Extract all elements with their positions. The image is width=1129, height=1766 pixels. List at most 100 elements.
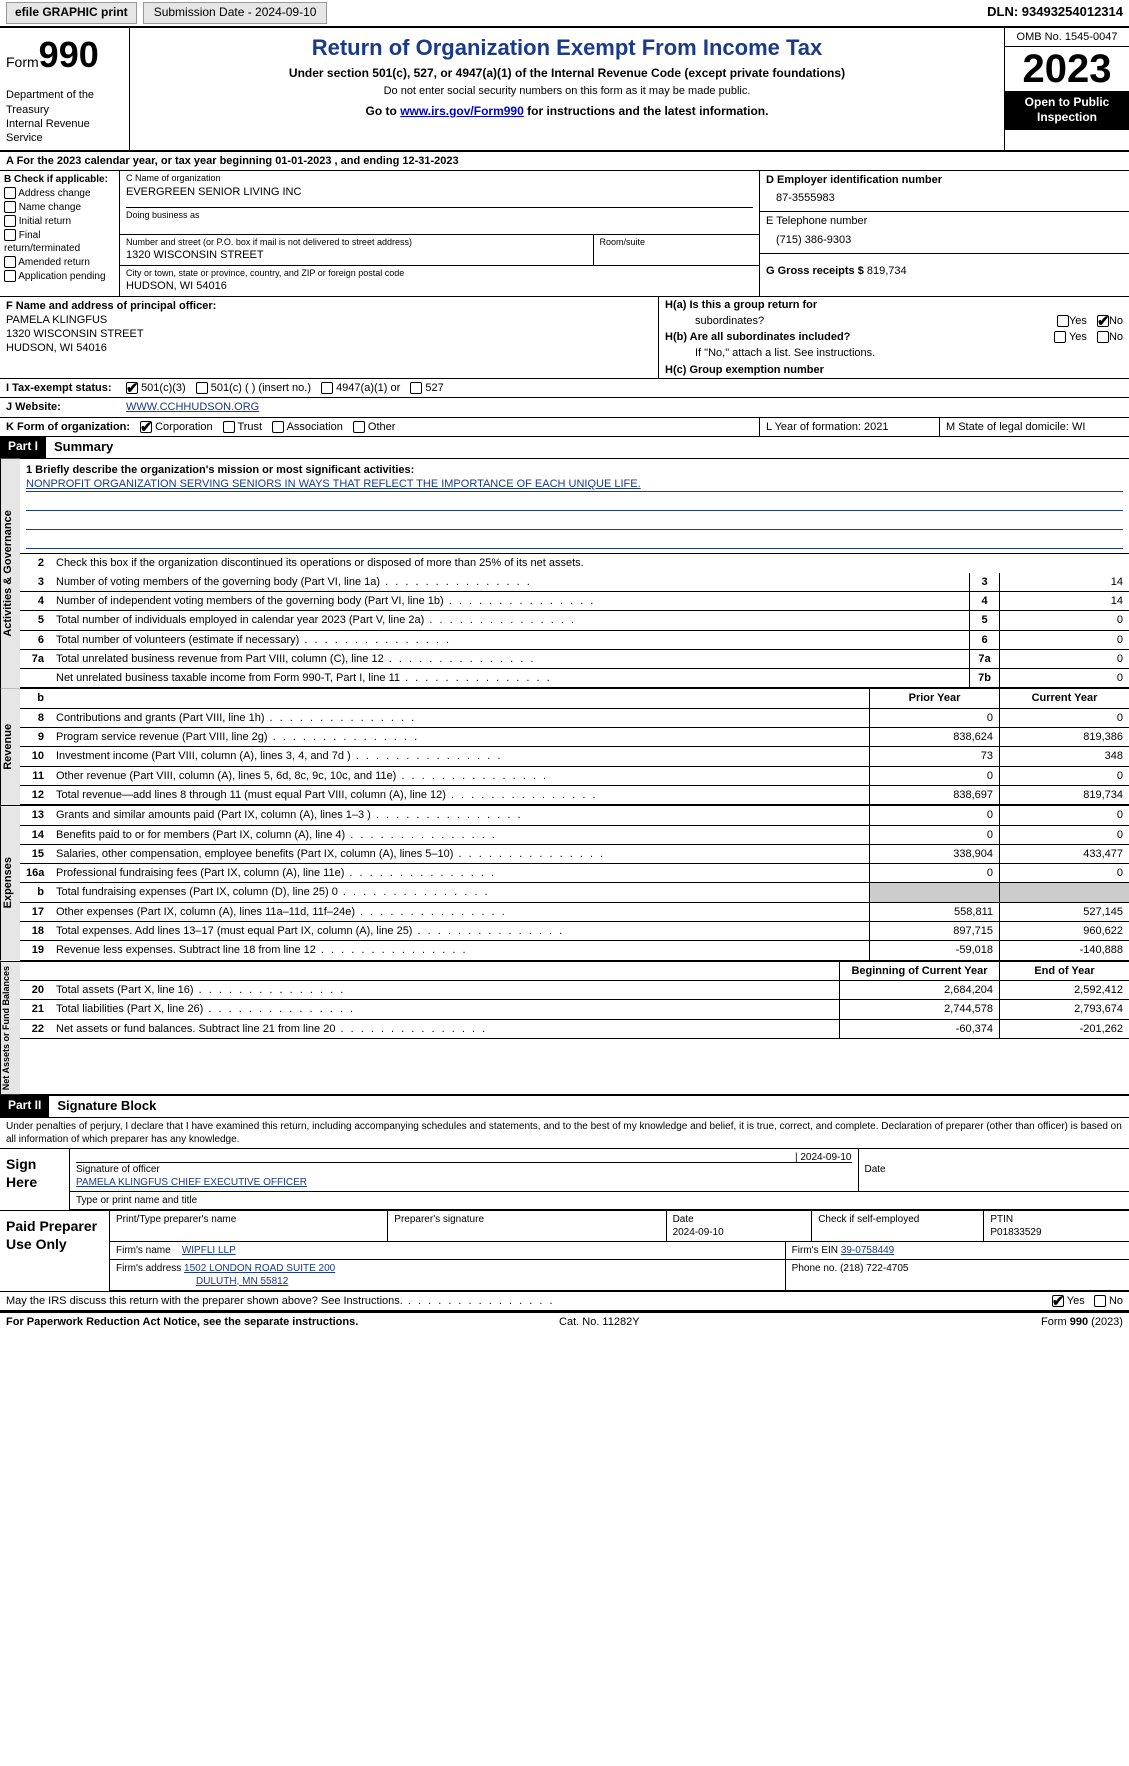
summary-row: 13Grants and similar amounts paid (Part …: [20, 806, 1129, 825]
chk-4947[interactable]: 4947(a)(1) or: [321, 381, 400, 395]
sign-here-label: Sign Here: [0, 1149, 70, 1210]
officer-group-grid: F Name and address of principal officer:…: [0, 297, 1129, 379]
form-org-label: K Form of organization:: [6, 420, 130, 434]
hb-yes[interactable]: Yes: [1054, 330, 1087, 344]
rev-col-headers: b Prior Year Current Year: [20, 689, 1129, 708]
website-label: J Website:: [0, 398, 120, 416]
mission-blank-2: [26, 515, 1123, 530]
form-label: Form: [6, 54, 39, 70]
summary-row: 19Revenue less expenses. Subtract line 1…: [20, 941, 1129, 960]
tax-exempt-opts: 501(c)(3) 501(c) ( ) (insert no.) 4947(a…: [120, 379, 1129, 397]
part1-revenue-section: Revenue b Prior Year Current Year 8Contr…: [0, 689, 1129, 806]
form-header: Form990 Department of the Treasury Inter…: [0, 28, 1129, 152]
form-number: Form990: [6, 32, 123, 79]
chk-527[interactable]: 527: [410, 381, 443, 395]
summary-row: 18Total expenses. Add lines 13–17 (must …: [20, 922, 1129, 941]
summary-row: 5Total number of individuals employed in…: [20, 611, 1129, 630]
efile-print-button[interactable]: efile GRAPHIC print: [6, 2, 137, 24]
line-j: J Website: WWW.CCHHUDSON.ORG: [0, 398, 1129, 417]
hb-no[interactable]: No: [1097, 330, 1123, 344]
summary-row: 4Number of independent voting members of…: [20, 592, 1129, 611]
mission-blank-3: [26, 534, 1123, 549]
header-left: Form990 Department of the Treasury Inter…: [0, 28, 130, 150]
officer-street: 1320 WISCONSIN STREET: [6, 327, 652, 341]
phone-label: E Telephone number: [766, 214, 1123, 228]
summary-row: 11Other revenue (Part VIII, column (A), …: [20, 767, 1129, 786]
firm-ein-value: 39-0758449: [841, 1245, 894, 1256]
goto-prefix: Go to: [366, 104, 401, 118]
firm-addr1: 1502 LONDON ROAD SUITE 200: [184, 1263, 335, 1274]
city-state-zip: HUDSON, WI 54016: [126, 279, 753, 293]
room-label: Room/suite: [600, 237, 754, 249]
org-name-label: C Name of organization: [126, 173, 753, 185]
row-a-tax-year: A For the 2023 calendar year, or tax yea…: [0, 152, 1129, 171]
box-f: F Name and address of principal officer:…: [0, 297, 659, 378]
summary-row: 6Total number of volunteers (estimate if…: [20, 631, 1129, 650]
chk-assoc[interactable]: Association: [272, 420, 343, 434]
chk-app-pending[interactable]: Application pending: [4, 270, 115, 283]
goto-line: Go to www.irs.gov/Form990 for instructio…: [140, 104, 994, 120]
firm-name-value: WIPFLI LLP: [182, 1245, 236, 1256]
phone-value: (715) 386-9303: [766, 229, 1123, 251]
entity-info-grid: B Check if applicable: Address change Na…: [0, 171, 1129, 297]
subtitle: Under section 501(c), 527, or 4947(a)(1)…: [140, 66, 994, 82]
chk-corp[interactable]: Corporation: [140, 420, 213, 434]
ha-label2: subordinates?: [665, 314, 1047, 328]
officer-name: PAMELA KLINGFUS: [6, 313, 652, 327]
street-label: Number and street (or P.O. box if mail i…: [126, 237, 587, 249]
summary-row: 21Total liabilities (Part X, line 26)2,7…: [20, 1000, 1129, 1019]
officer-city: HUDSON, WI 54016: [6, 341, 652, 355]
begin-year-hdr: Beginning of Current Year: [839, 962, 999, 980]
ptin-value: P01833529: [990, 1226, 1123, 1239]
date-label: Date: [865, 1163, 1124, 1176]
box-h: H(a) Is this a group return for subordin…: [659, 297, 1129, 378]
sig-officer-value: PAMELA KLINGFUS CHIEF EXECUTIVE OFFICER: [76, 1176, 852, 1189]
dln: DLN: 93493254012314: [987, 4, 1123, 21]
chk-final-return[interactable]: Final return/terminated: [4, 229, 115, 255]
prep-sig-label: Preparer's signature: [388, 1211, 666, 1241]
vtab-expenses: Expenses: [0, 806, 20, 960]
box-c: C Name of organization EVERGREEN SENIOR …: [120, 171, 759, 296]
main-title: Return of Organization Exempt From Incom…: [140, 34, 994, 63]
chk-amended[interactable]: Amended return: [4, 256, 115, 269]
summary-row: 8Contributions and grants (Part VIII, li…: [20, 709, 1129, 728]
self-employed-check[interactable]: Check if self-employed: [812, 1211, 984, 1241]
chk-trust[interactable]: Trust: [223, 420, 263, 434]
ha-yes[interactable]: Yes: [1057, 314, 1087, 328]
form990-link[interactable]: www.irs.gov/Form990: [400, 104, 524, 118]
ha-no[interactable]: No: [1097, 314, 1123, 328]
q1-value: NONPROFIT ORGANIZATION SERVING SENIORS I…: [26, 477, 1123, 492]
summary-row: bTotal fundraising expenses (Part IX, co…: [20, 883, 1129, 902]
form-990-number: 990: [39, 34, 99, 75]
paid-preparer-block: Paid Preparer Use Only Print/Type prepar…: [0, 1211, 1129, 1292]
chk-initial-return[interactable]: Initial return: [4, 215, 115, 228]
part1-header: Part I Summary: [0, 437, 1129, 459]
year-formation: L Year of formation: 2021: [759, 418, 939, 436]
box-deg: D Employer identification number 87-3555…: [759, 171, 1129, 296]
chk-address-change[interactable]: Address change: [4, 187, 115, 200]
discuss-label: May the IRS discuss this return with the…: [6, 1295, 403, 1307]
part1-netassets-section: Net Assets or Fund Balances Beginning of…: [0, 962, 1129, 1096]
firm-name-label: Firm's name: [116, 1245, 171, 1256]
chk-501c3[interactable]: 501(c)(3): [126, 381, 186, 395]
discuss-no[interactable]: No: [1094, 1295, 1123, 1307]
na-col-headers: Beginning of Current Year End of Year: [20, 962, 1129, 981]
vtab-activities-governance: Activities & Governance: [0, 459, 20, 689]
department-treasury: Department of the Treasury Internal Reve…: [6, 88, 123, 145]
firm-ein-label: Firm's EIN: [792, 1245, 838, 1256]
chk-name-change[interactable]: Name change: [4, 201, 115, 214]
page-footer: For Paperwork Reduction Act Notice, see …: [0, 1312, 1129, 1331]
city-label: City or town, state or province, country…: [126, 268, 753, 280]
chk-501c[interactable]: 501(c) ( ) (insert no.): [196, 381, 311, 395]
summary-row: 12Total revenue—add lines 8 through 11 (…: [20, 786, 1129, 805]
box-b: B Check if applicable: Address change Na…: [0, 171, 120, 296]
chk-other[interactable]: Other: [353, 420, 396, 434]
firm-addr2: DULUTH, MN 55812: [116, 1275, 779, 1288]
q2-num: 2: [20, 554, 50, 572]
form-footer: Form 990 (2023): [1041, 1315, 1123, 1329]
tax-exempt-label: I Tax-exempt status:: [0, 379, 120, 397]
discuss-yes[interactable]: Yes: [1052, 1295, 1085, 1307]
state-domicile: M State of legal domicile: WI: [939, 418, 1129, 436]
part2-header: Part II Signature Block: [0, 1096, 1129, 1118]
website-value: WWW.CCHHUDSON.ORG: [120, 398, 1129, 416]
